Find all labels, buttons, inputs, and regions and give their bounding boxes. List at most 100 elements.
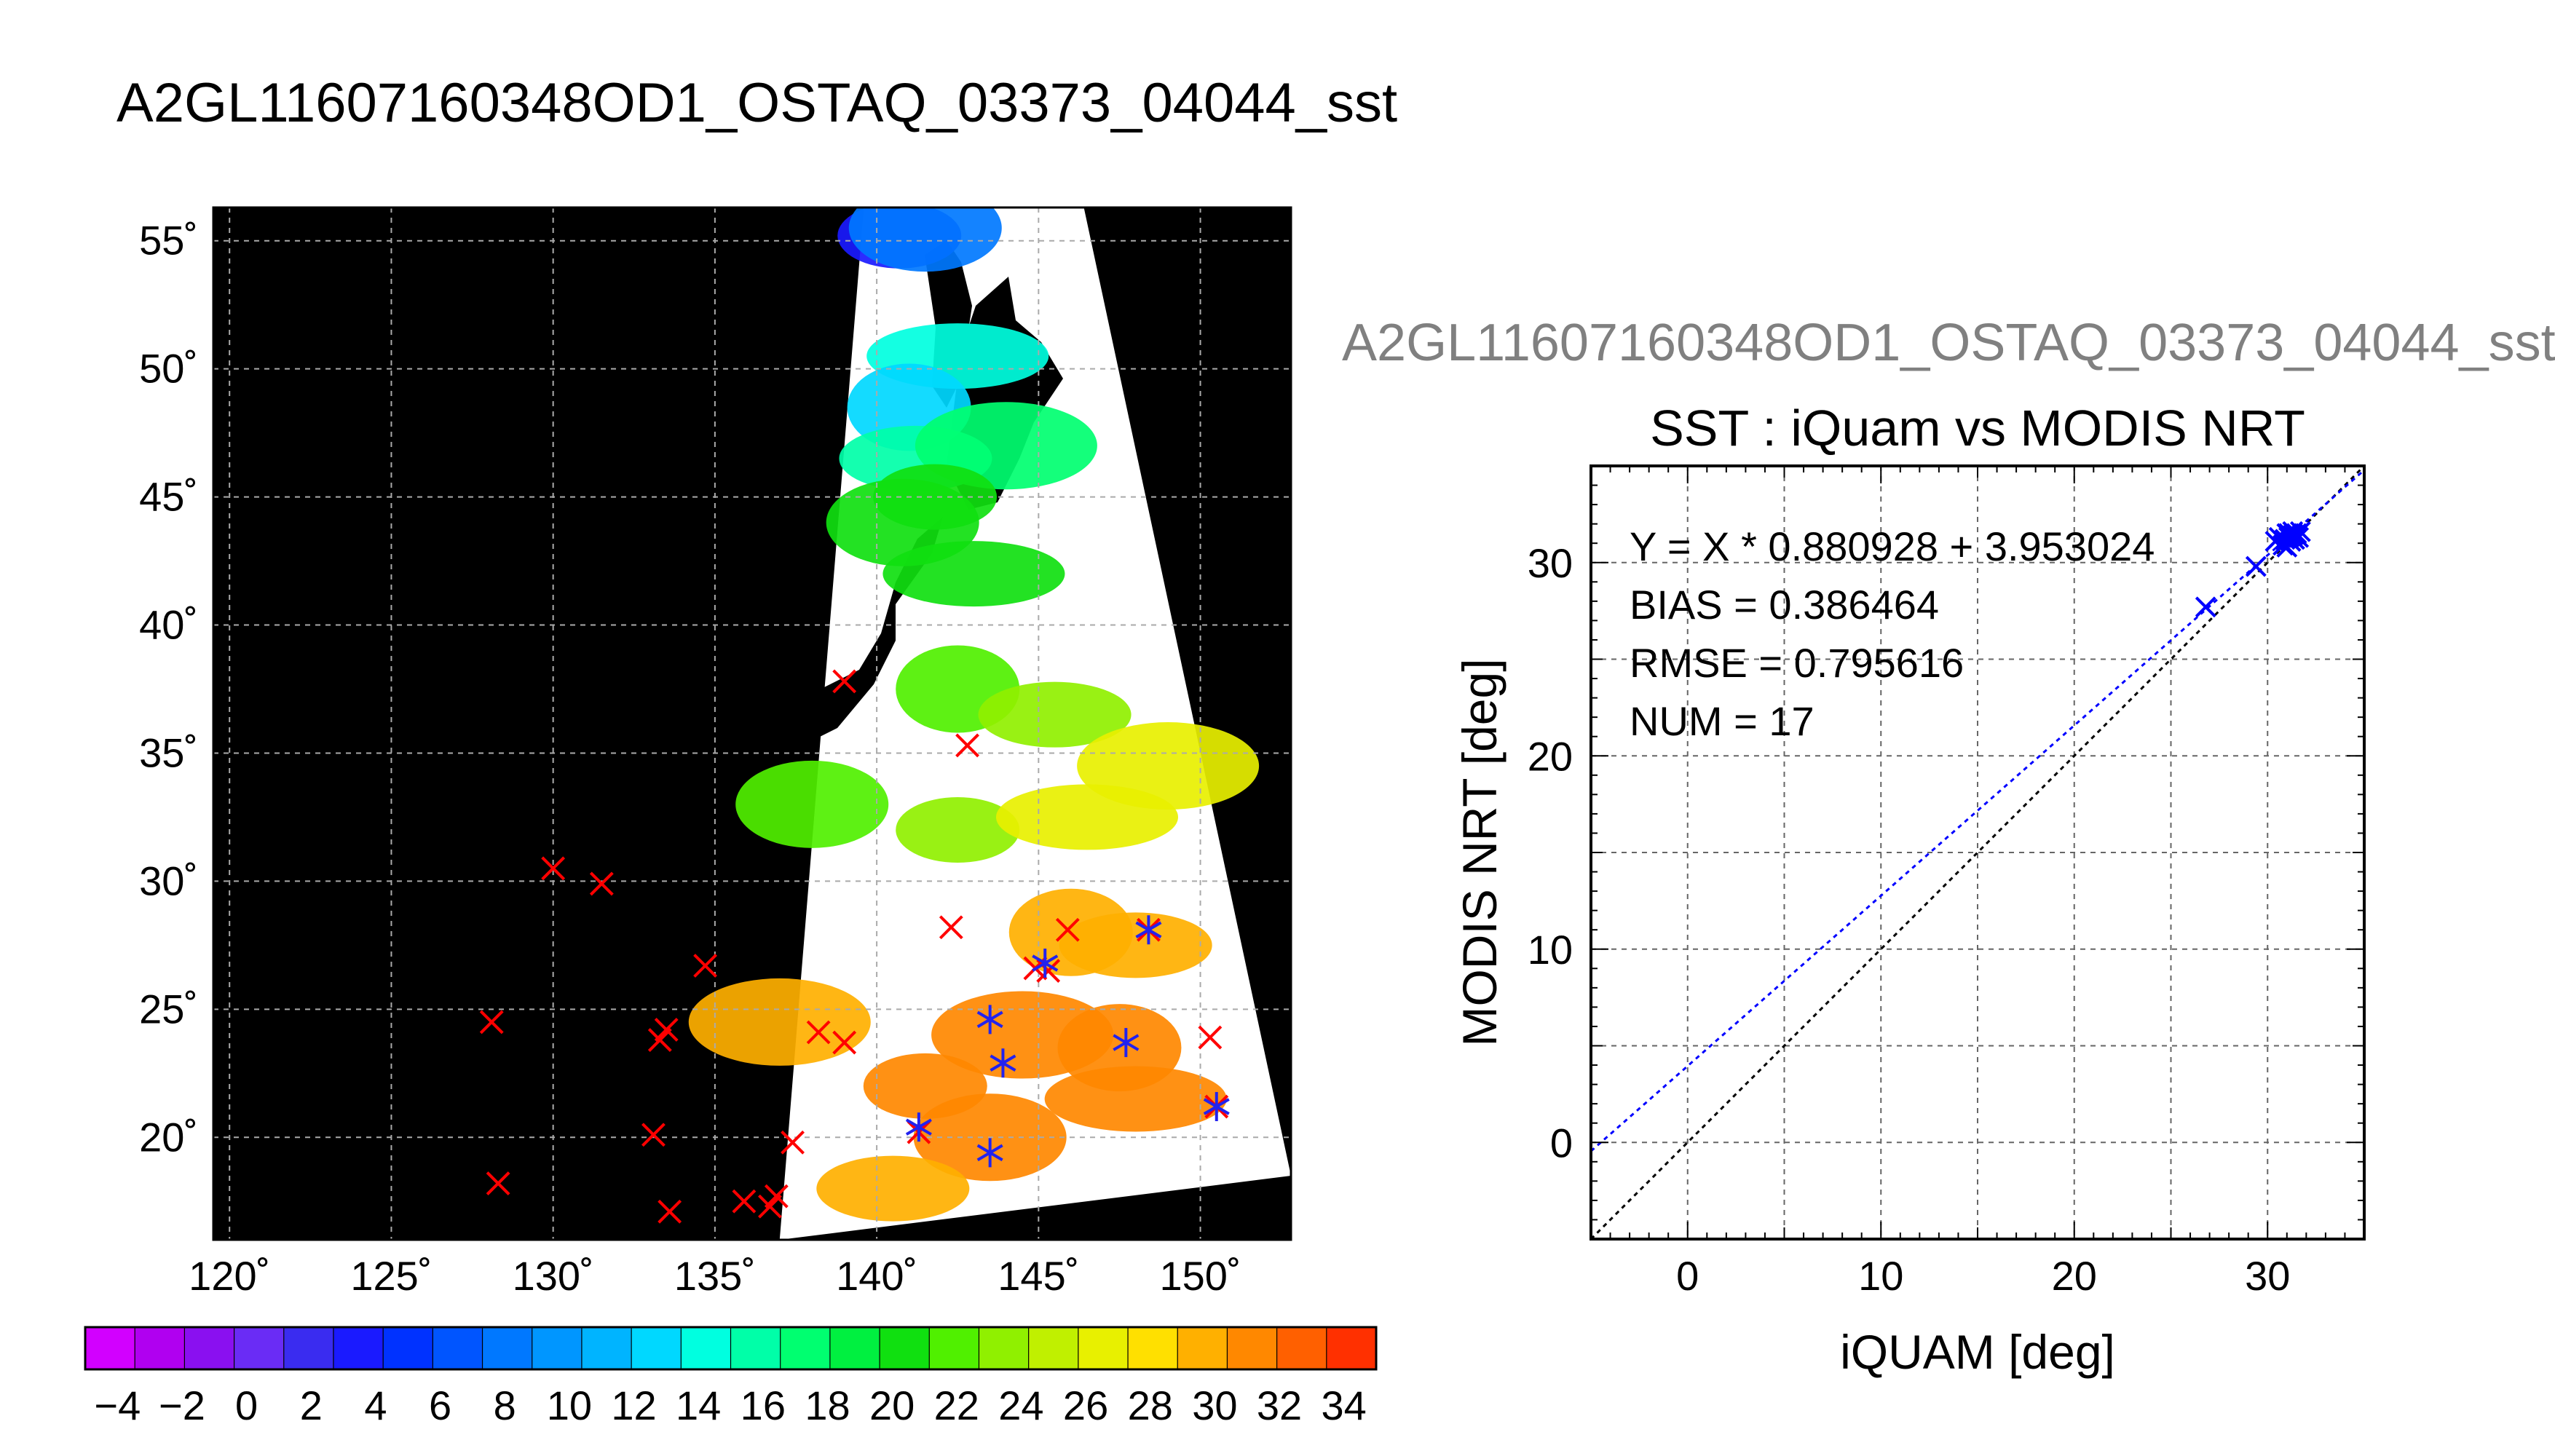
colorbar-tick-label: 32 (1257, 1382, 1302, 1428)
colorbar-segment (1177, 1327, 1228, 1369)
map-y-tick-label: 40˚ (139, 602, 198, 648)
red-x-marker (641, 1123, 666, 1147)
sst-patch (996, 784, 1178, 850)
red-x-marker (781, 1130, 805, 1155)
map-frame (212, 206, 1292, 1241)
fit-line (1591, 469, 2364, 1152)
red-x-marker (1198, 1025, 1223, 1050)
land-korea-continent (553, 670, 641, 801)
colorbar-segment (1028, 1327, 1079, 1369)
scatter-x-tick-label: 30 (2245, 1253, 2290, 1299)
scatter-gridlines (1591, 466, 2364, 1239)
map-x-tick-label: 140˚ (836, 1253, 917, 1299)
map-y-tick-labels: 55˚ 50˚ 45˚ 40˚ 35˚ 30˚ 25˚ 20˚ (139, 218, 198, 1160)
map-x-tick-label: 145˚ (998, 1253, 1079, 1299)
colorbar-segment (383, 1327, 433, 1369)
scatter-y-axis-label: MODIS NRT [deg] (1453, 658, 1506, 1046)
map-x-tick-label: 125˚ (350, 1253, 432, 1299)
colorbar-segment (283, 1327, 334, 1369)
colorbar-segment (581, 1327, 632, 1369)
scatter-stats: Y = X * 0.880928 + 3.953024 BIAS = 0.386… (1630, 523, 2155, 744)
map-x-tick-label: 135˚ (674, 1253, 756, 1299)
sst-patch (816, 1155, 970, 1222)
sst-patch (896, 797, 1020, 863)
land-honshu (568, 517, 943, 815)
red-x-marker (479, 1010, 504, 1034)
blue-star-marker (1032, 948, 1059, 978)
colorbar-segment (929, 1327, 979, 1369)
scatter-title: SST : iQuam vs MODIS NRT (1650, 400, 2305, 456)
land-kyushu (604, 757, 655, 815)
red-x-marker (732, 1189, 757, 1214)
colorbar-segment (333, 1327, 384, 1369)
fit-equation: Y = X * 0.880928 + 3.953024 (1630, 523, 2155, 569)
scatter-y-tick-label: 30 (1528, 540, 1573, 586)
sst-patch (1059, 912, 1212, 978)
red-x-marker (764, 1184, 789, 1208)
scatter-x-tick-label: 0 (1676, 1253, 1699, 1299)
blue-star-marker (905, 1112, 932, 1142)
scatter-y-tick-label: 10 (1528, 927, 1573, 973)
sst-patch (848, 207, 1002, 272)
colorbar-tick-label: 20 (869, 1382, 915, 1428)
colorbar-tick-label: 8 (494, 1382, 516, 1428)
scatter-point (2245, 555, 2267, 577)
map-y-tick-label: 55˚ (139, 218, 198, 264)
colorbar-frame (84, 1326, 1378, 1371)
blue-star-marker (1113, 1028, 1140, 1058)
red-x-marker (1036, 959, 1061, 983)
colorbar-segment (234, 1327, 285, 1369)
map-y-tick-label: 30˚ (139, 858, 198, 903)
colorbar-tick-label: 16 (741, 1382, 786, 1428)
red-x-marker (654, 1018, 679, 1042)
scatter-point (2195, 596, 2216, 618)
scatter-frame (1590, 464, 2366, 1241)
colorbar-tick-label: 14 (676, 1382, 721, 1428)
colorbar-tick-label: 30 (1192, 1382, 1237, 1428)
colorbar-segment (979, 1327, 1030, 1369)
identity-line (1591, 466, 2364, 1239)
bias-value: BIAS = 0.386464 (1630, 582, 1939, 628)
colorbar-segment (135, 1327, 185, 1369)
map-y-tick-label: 35˚ (139, 729, 198, 775)
sst-patch (978, 681, 1132, 748)
colorbar-segment (184, 1327, 235, 1369)
scatter-y-tick-labels: 0 10 20 30 (1528, 540, 1573, 1166)
blue-star-marker (1203, 1092, 1230, 1122)
colorbar-tick-label: 2 (300, 1382, 323, 1428)
red-x-marker (939, 915, 963, 940)
scatter-y-tick-label: 20 (1528, 733, 1573, 779)
colorbar-tick-label: 10 (547, 1382, 592, 1428)
colorbar-segment (681, 1327, 731, 1369)
sst-field (688, 207, 1260, 1222)
colorbar-segment (532, 1327, 583, 1369)
scatter-point (2288, 526, 2310, 548)
scatter-x-tick-label: 10 (1858, 1253, 1903, 1299)
map-markers (479, 669, 1230, 1224)
map-x-tick-labels: 120˚ 125˚ 130˚ 135˚ 140˚ 145˚ 150˚ (189, 1253, 1241, 1299)
colorbar-tick-label: 4 (364, 1382, 387, 1428)
sst-patch (688, 978, 871, 1066)
red-x-marker (758, 1194, 782, 1219)
colorbar-tick-label: 6 (429, 1382, 451, 1428)
scatter-x-axis-label: iQUAM [deg] (1840, 1325, 2115, 1379)
colorbar-segment (780, 1327, 831, 1369)
blue-star-marker (976, 1138, 1003, 1168)
red-x-marker (832, 1030, 857, 1055)
scatter-plot-area (1590, 464, 2366, 1241)
colorbar-tick-label: −2 (159, 1382, 205, 1428)
map-y-tick-label: 25˚ (139, 986, 198, 1032)
colorbar-tick-label: −4 (94, 1382, 141, 1428)
rmse-value: RMSE = 0.795616 (1630, 640, 1964, 686)
colorbar-tick-label: 26 (1063, 1382, 1108, 1428)
red-x-marker (832, 669, 857, 694)
map-x-tick-label: 120˚ (189, 1253, 270, 1299)
map-y-tick-label: 20˚ (139, 1114, 198, 1160)
map-y-tick-label: 45˚ (139, 474, 198, 520)
red-x-marker (589, 871, 614, 896)
num-value: NUM = 17 (1630, 698, 1814, 744)
scatter-point (2289, 521, 2311, 542)
colorbar-segment (880, 1327, 930, 1369)
colorbar-tick-label: 12 (611, 1382, 656, 1428)
